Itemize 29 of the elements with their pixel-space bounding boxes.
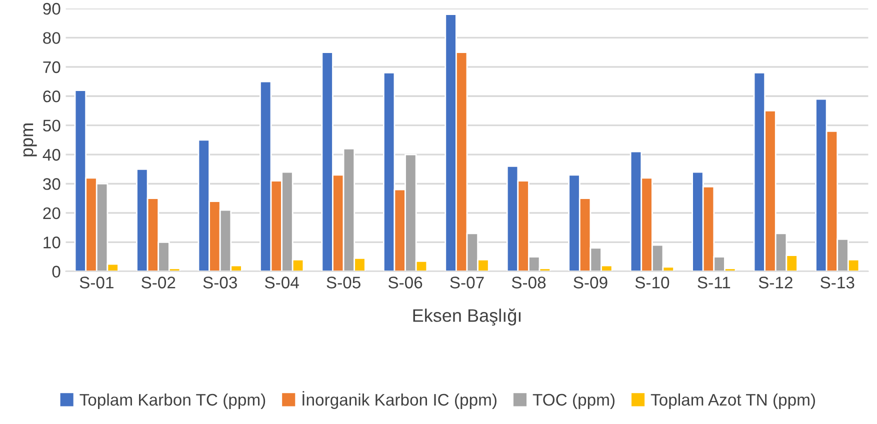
y-tick-label: 70 — [43, 61, 60, 74]
y-tick-label: 20 — [43, 207, 60, 220]
legend-label: Toplam Azot TN (ppm) — [650, 393, 815, 409]
x-tick-label: S-05 — [326, 276, 360, 288]
x-tick-label: S-08 — [512, 276, 546, 288]
legend-label: Toplam Karbon TC (ppm) — [80, 393, 266, 409]
x-tick-label: S-09 — [574, 276, 608, 288]
y-tick-label: 10 — [44, 236, 60, 248]
x-tick-label: S-01 — [80, 276, 114, 288]
legend-label: İnorganik Karbon IC (ppm) — [302, 391, 496, 409]
x-tick-label: S-13 — [820, 276, 854, 288]
y-tick-label: 90 — [43, 2, 60, 15]
x-tick-label: S-04 — [264, 276, 299, 288]
y-tick-label: 80 — [43, 32, 60, 44]
y-tick-label: 30 — [43, 178, 60, 190]
x-tick-label: S-11 — [698, 276, 730, 288]
x-axis-title: Eksen Başlığı — [413, 308, 520, 326]
y-axis-title: ppm — [23, 124, 37, 156]
y-tick-label: 50 — [43, 120, 60, 132]
legend-label: TOC (ppm) — [532, 393, 614, 409]
y-tick-label: 40 — [42, 148, 60, 161]
y-tick-label: 0 — [52, 266, 60, 278]
x-tick-label: S-12 — [758, 276, 792, 288]
x-tick-label: S-02 — [142, 276, 176, 288]
x-tick-label: S-10 — [635, 276, 670, 288]
x-tick-label: S-03 — [203, 276, 237, 288]
y-tick-label: 60 — [43, 90, 60, 102]
x-tick-label: S-06 — [388, 276, 422, 288]
x-tick-label: S-07 — [450, 276, 484, 288]
